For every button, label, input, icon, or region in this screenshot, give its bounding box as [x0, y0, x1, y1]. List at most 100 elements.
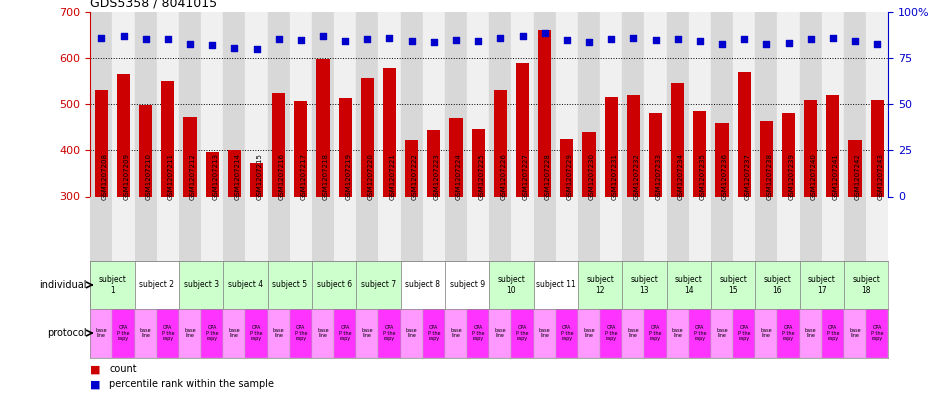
Point — [847, 38, 863, 44]
Bar — [711, 261, 755, 309]
Bar — [201, 12, 223, 196]
Text: base
line: base line — [96, 328, 107, 338]
Bar — [711, 196, 733, 261]
Bar — [516, 62, 529, 196]
Text: CPA
P the
rapy: CPA P the rapy — [162, 325, 174, 342]
Text: CPA
P the
rapy: CPA P the rapy — [560, 325, 573, 342]
Text: GSM1207228: GSM1207228 — [544, 153, 551, 200]
Text: subject
1: subject 1 — [99, 275, 126, 295]
Bar — [556, 12, 578, 196]
Text: base
line: base line — [450, 328, 462, 338]
Bar — [405, 140, 418, 196]
Bar — [268, 261, 312, 309]
Text: base
line: base line — [583, 328, 595, 338]
Point — [560, 37, 575, 44]
Text: subject 4: subject 4 — [228, 281, 263, 289]
Bar — [179, 12, 201, 196]
Text: subject
13: subject 13 — [631, 275, 658, 295]
Point — [515, 33, 530, 39]
Bar — [290, 12, 312, 196]
Bar — [755, 196, 777, 261]
Bar — [534, 309, 556, 358]
Bar — [223, 309, 245, 358]
Bar — [290, 309, 312, 358]
Text: GSM1207229: GSM1207229 — [567, 153, 573, 200]
Text: GSM1207236: GSM1207236 — [722, 153, 728, 200]
Bar — [733, 196, 755, 261]
Bar — [179, 196, 201, 261]
Bar — [294, 101, 308, 196]
Bar — [378, 196, 401, 261]
Text: subject
10: subject 10 — [498, 275, 525, 295]
Bar — [671, 83, 684, 196]
Bar — [534, 196, 556, 261]
Bar — [90, 309, 112, 358]
Text: subject 6: subject 6 — [316, 281, 352, 289]
Text: CPA
P the
rapy: CPA P the rapy — [738, 325, 750, 342]
Bar — [223, 261, 268, 309]
Bar — [201, 196, 223, 261]
Point — [470, 38, 485, 44]
Bar — [223, 196, 245, 261]
Bar — [689, 12, 711, 196]
Text: GSM1207223: GSM1207223 — [434, 153, 440, 200]
Bar — [755, 309, 777, 358]
Text: GSM1207240: GSM1207240 — [810, 153, 817, 200]
Point — [648, 37, 663, 44]
Text: GDS5358 / 8041015: GDS5358 / 8041015 — [90, 0, 218, 9]
Bar — [423, 196, 445, 261]
Bar — [844, 196, 866, 261]
Point — [204, 42, 219, 49]
Text: GSM1207210: GSM1207210 — [145, 153, 152, 200]
Point — [803, 36, 818, 42]
Point — [249, 46, 264, 52]
Bar — [449, 118, 463, 196]
Text: CPA
P the
rapy: CPA P the rapy — [826, 325, 839, 342]
Bar — [556, 196, 578, 261]
Bar — [733, 309, 755, 358]
Bar — [604, 97, 618, 196]
Bar — [800, 309, 822, 358]
Bar — [205, 152, 218, 196]
Text: GSM1207224: GSM1207224 — [456, 153, 462, 200]
Point — [581, 39, 597, 45]
Bar — [600, 196, 622, 261]
Bar — [844, 309, 866, 358]
Bar — [866, 12, 888, 196]
Bar — [135, 309, 157, 358]
Text: CPA
P the
rapy: CPA P the rapy — [649, 325, 662, 342]
Bar — [401, 261, 445, 309]
Text: GSM1207220: GSM1207220 — [368, 153, 373, 200]
Text: CPA
P the
rapy: CPA P the rapy — [428, 325, 440, 342]
Text: subject
12: subject 12 — [586, 275, 614, 295]
Bar — [467, 309, 489, 358]
Bar — [649, 113, 662, 196]
Text: subject
14: subject 14 — [674, 275, 703, 295]
Bar — [822, 196, 844, 261]
Bar — [667, 12, 689, 196]
Bar — [356, 261, 401, 309]
Bar — [578, 196, 600, 261]
Bar — [667, 196, 689, 261]
Bar — [711, 309, 733, 358]
Point — [138, 37, 153, 43]
Bar — [866, 309, 888, 358]
Text: base
line: base line — [849, 328, 861, 338]
Bar — [334, 196, 356, 261]
Point — [337, 38, 352, 44]
Point — [315, 33, 331, 39]
Bar — [667, 309, 689, 358]
Point — [182, 41, 198, 47]
Bar — [338, 98, 352, 196]
Bar — [183, 117, 197, 196]
Point — [826, 35, 841, 41]
Bar — [290, 196, 312, 261]
Text: GSM1207242: GSM1207242 — [855, 153, 861, 200]
Text: GSM1207215: GSM1207215 — [256, 153, 262, 200]
Bar — [777, 196, 800, 261]
Text: subject
18: subject 18 — [852, 275, 880, 295]
Text: count: count — [109, 364, 137, 375]
Bar — [800, 196, 822, 261]
Bar — [644, 196, 667, 261]
Bar — [511, 12, 534, 196]
